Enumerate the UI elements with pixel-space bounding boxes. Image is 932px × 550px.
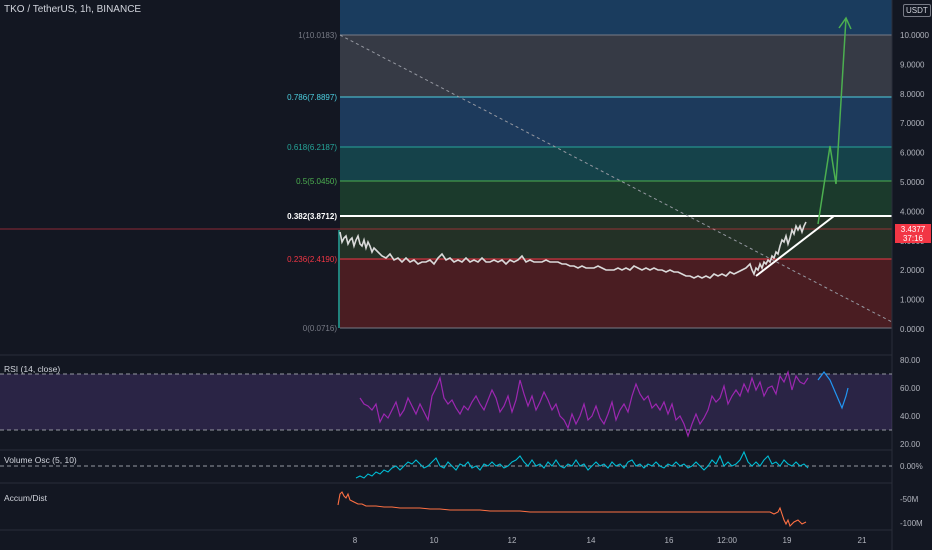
fib-zone-0236-0 <box>340 259 892 328</box>
price-axis-tick: 9.0000 <box>900 60 925 69</box>
accum-dist-line <box>337 491 807 528</box>
time-axis-tick: 8 <box>353 536 358 545</box>
time-axis-tick: 12 <box>508 536 517 545</box>
rsi-projection-line <box>817 371 849 410</box>
price-axis-tick: 5.0000 <box>900 178 925 187</box>
price-axis-tick: 6.0000 <box>900 149 925 158</box>
fib-level-label: 0.786(7.8897) <box>287 93 337 102</box>
price-axis-tick: 7.0000 <box>900 119 925 128</box>
fib-trend-line[interactable] <box>339 34 893 323</box>
fib-level-label: 0.5(5.0450) <box>296 177 337 186</box>
volume-osc-line <box>355 450 809 479</box>
fib-zone-05-0382 <box>340 181 892 216</box>
price-axis-tick: 4.0000 <box>900 207 925 216</box>
symbol-title[interactable]: TKO / TetherUS, 1h, BINANCE <box>4 4 142 15</box>
price-axis-tick: 2.0000 <box>900 266 925 275</box>
accdist-axis-tick: -50M <box>900 495 919 504</box>
currency-badge[interactable]: USDT <box>903 4 931 17</box>
fib-level-label: 0.618(6.2187) <box>287 143 337 152</box>
accdist-axis-tick: -100M <box>900 519 923 528</box>
fib-level-label: 0.236(2.4190) <box>287 255 337 264</box>
rsi-axis-tick: 20.00 <box>900 440 921 449</box>
rsi-axis-tick: 60.00 <box>900 384 921 393</box>
fib-zone-0382-0236 <box>340 216 892 259</box>
fib-level-label: 0.382(3.8712) <box>287 212 337 221</box>
time-axis-tick: 19 <box>783 536 792 545</box>
rsi-line <box>359 369 809 438</box>
accum-dist-label[interactable]: Accum/Dist <box>4 493 47 503</box>
fib-zone-0618-05 <box>340 147 892 181</box>
time-axis-tick: 21 <box>858 536 867 545</box>
rsi-axis-tick: 80.00 <box>900 356 921 365</box>
price-axis-tick: 8.0000 <box>900 90 925 99</box>
price-axis-tick: 0.0000 <box>900 325 925 334</box>
price-series-line <box>339 221 807 279</box>
time-axis-tick: 14 <box>587 536 596 545</box>
fib-zone-top <box>340 0 892 35</box>
price-axis-tick: 1.0000 <box>900 296 925 305</box>
time-axis-tick: 12:00 <box>717 536 738 545</box>
fib-zone-0786-0618 <box>340 97 892 147</box>
volosc-axis-tick: 0.00% <box>900 462 923 471</box>
price-axis-tick: 10.0000 <box>900 31 929 40</box>
last-price-badge: 3.4377 37:16 <box>895 224 931 243</box>
fib-level-label: 0(0.0716) <box>303 324 338 333</box>
rsi-axis-tick: 40.00 <box>900 412 921 421</box>
projection-arrow-head <box>838 16 852 30</box>
volume-osc-label[interactable]: Volume Osc (5, 10) <box>4 455 77 465</box>
last-price-value: 3.4377 <box>900 225 926 234</box>
time-axis-tick: 16 <box>665 536 674 545</box>
time-axis-tick: 10 <box>430 536 439 545</box>
fib-level-label: 1(10.0183) <box>298 31 337 40</box>
countdown-timer: 37:16 <box>902 234 924 243</box>
fib-zone-1-0786 <box>340 35 892 97</box>
projection-arrow[interactable] <box>817 17 847 225</box>
triangle-support-line[interactable] <box>755 215 835 277</box>
rsi-label[interactable]: RSI (14, close) <box>4 364 61 374</box>
